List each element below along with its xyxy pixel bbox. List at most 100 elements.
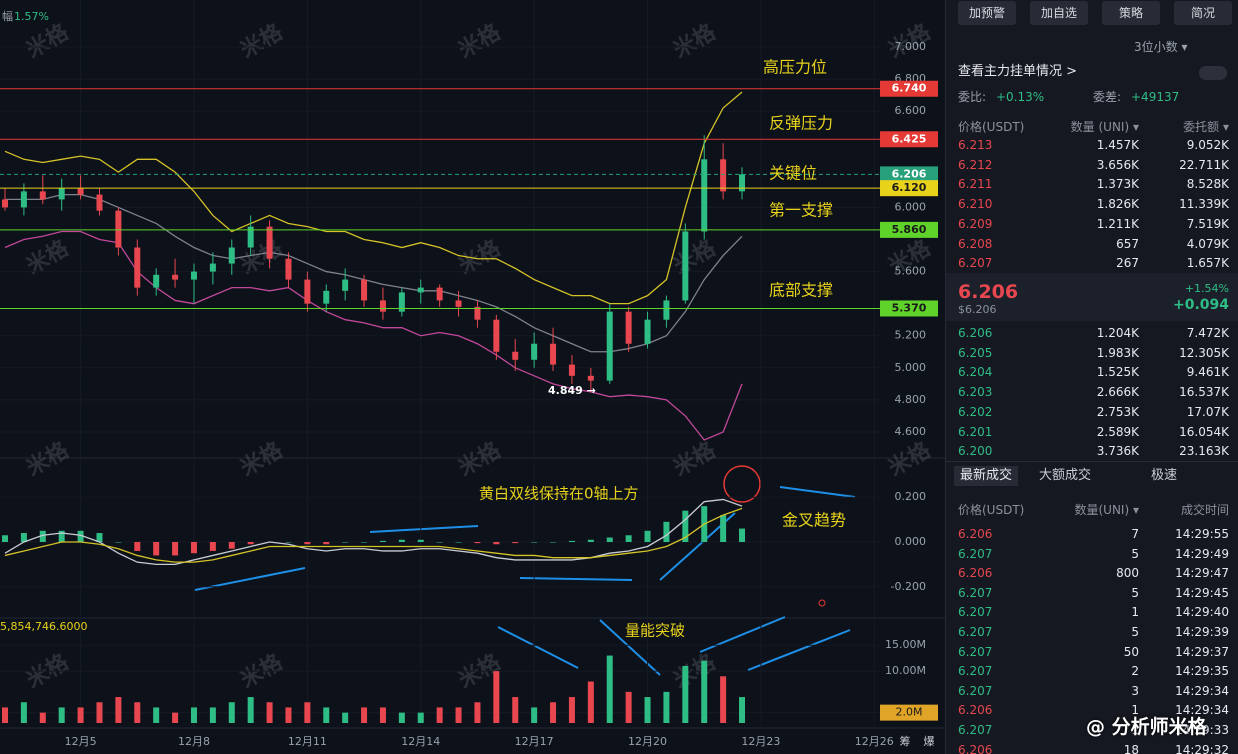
highlight-circle [723,465,761,503]
annotation: 4.849 → [548,384,596,397]
trade-qty: 800 [1116,566,1139,581]
volume-bar [701,660,708,723]
button[interactable]: 加自选 [1030,1,1088,25]
col-header: 价格(USDT) [958,120,1025,134]
diff-value: +49137 [1131,90,1180,104]
last-price: 6.206 [958,281,1019,303]
tab[interactable]: 最新成交 [954,466,1019,486]
macd-bar [455,542,462,543]
trade-qty: 5 [1131,585,1139,600]
ratio-value: +0.13% [996,90,1045,104]
candle-body [682,231,689,301]
candle-body [58,188,65,200]
button[interactable]: 简况 [1174,1,1232,25]
volume-bar [455,707,462,723]
trade-price: 6.207 [958,644,993,659]
volume-bar [550,702,557,723]
col-header: 委托额 ▾ [1183,120,1229,134]
trade-time: 14:29:34 [1175,703,1229,718]
button[interactable]: 加预警 [958,1,1016,25]
macd-bar [153,542,160,556]
toggle[interactable] [1199,66,1227,80]
trade-qty: 5 [1131,625,1139,639]
macd-bar [209,542,216,551]
volume-header: 5,854,746.6000 [0,620,87,633]
y-tick-label: 4.600 [895,425,927,438]
amount: 4.079K [1186,236,1229,251]
volume-bar [512,697,519,723]
qty: 3.656K [1096,157,1139,172]
candle-body [153,274,160,288]
candle-body [172,274,179,280]
x-tick-label: 12月17 [515,735,554,748]
y-tick-label: 10.00M [885,664,926,677]
col-header: 数量(UNI) ▾ [1074,503,1139,517]
y-tick-label: -0.200 [891,580,926,593]
candle-body [266,226,273,259]
level-label: 6.120 [892,181,927,194]
macd-line [4,498,743,566]
volume-bar [96,702,103,723]
macd-bar [493,542,500,545]
trade-time: 14:29:40 [1175,605,1229,620]
change-value: 1.57% [14,10,49,23]
candle-body [190,271,197,280]
level-label: 6.740 [892,82,927,95]
candle-body [701,159,708,232]
trade-qty: 1 [1131,723,1139,737]
candle-body [2,199,8,208]
y-tick-label: 5.000 [895,361,927,374]
candle-body [720,159,727,192]
trade-price: 6.207 [958,683,993,698]
volume-bar [587,681,594,723]
level-label: 5.370 [892,301,927,314]
watermark: 米格 [22,436,74,481]
y-tick-label: 2.0M [896,706,923,719]
candle-body [474,306,481,320]
last-usd: $6.206 [958,303,997,316]
trade-time: 14:29:35 [1175,664,1229,679]
trade-time: 14:29:33 [1175,723,1229,737]
volume-bar [379,707,386,723]
button[interactable]: 策略 [1102,1,1160,25]
macd-bar [134,542,141,551]
divider [946,461,1238,462]
trade-price: 6.206 [958,742,993,754]
col-header: 成交时间 [1180,503,1229,517]
macd-bar [512,542,519,544]
change-pct: +1.54% [1184,282,1229,295]
macd-bar [417,539,424,542]
y-tick-label: 7.000 [895,40,927,53]
side-panel: 加预警 加自选 策略 简况 3位小数 ▾ 查看主力挂单情况 > 委比: +0.13% 委差: +4… [945,0,1238,754]
annotation: 第一支撑 [769,201,833,220]
candle-body [115,210,122,248]
candle-body [568,364,575,376]
x-tick-label: 12月5 [65,735,97,748]
trade-price: 6.206 [958,566,993,581]
volume-bar [285,707,292,723]
candle-body [398,292,405,312]
price: 6.204 [958,365,993,380]
candle-body [209,263,216,272]
price: 6.201 [958,424,993,439]
amount: 16.054K [1179,424,1229,439]
candle-body [304,279,311,304]
watermark: 米格 [884,436,936,481]
macd-bar [550,542,557,543]
annotation: 金叉趋势 [782,511,846,530]
qty: 1.983K [1096,345,1139,360]
macd-bar [342,542,349,543]
depth-link[interactable]: 查看主力挂单情况 > [958,64,1078,79]
qty: 1.211K [1096,216,1139,231]
tab[interactable]: 大额成交 [1039,468,1092,483]
volume-bar [247,697,254,723]
candle-body [134,247,141,288]
price: 6.210 [958,197,993,212]
volume-bar [417,712,424,723]
tab[interactable]: 极速 [1151,468,1178,483]
watermark: 米格 [669,436,721,481]
y-tick-label: 6.600 [895,104,927,117]
macd-bar [398,539,405,542]
volume-bar [20,702,27,723]
